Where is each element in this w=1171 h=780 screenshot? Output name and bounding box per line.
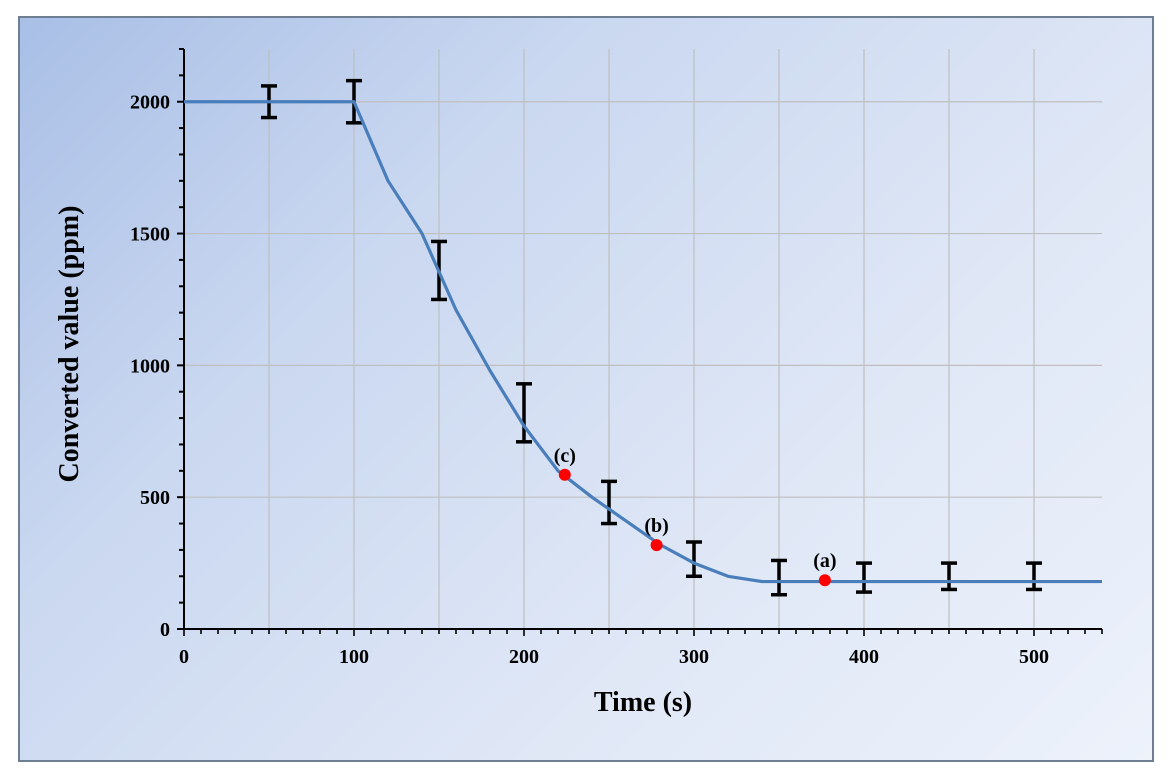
annotation-marker bbox=[558, 468, 571, 481]
x-axis-title: Time (s) bbox=[594, 687, 692, 718]
x-tick-label: 400 bbox=[849, 646, 879, 668]
x-tick-label: 300 bbox=[679, 646, 709, 668]
x-tick-label: 500 bbox=[1019, 646, 1049, 668]
x-tick-label: 100 bbox=[339, 646, 369, 668]
annotation-marker bbox=[650, 539, 663, 552]
error-bar bbox=[1026, 561, 1042, 592]
annotation-label: (c) bbox=[554, 445, 576, 467]
y-tick-label: 1500 bbox=[130, 224, 170, 246]
error-bar bbox=[856, 561, 872, 594]
annotation-marker bbox=[818, 574, 831, 587]
annotation-label: (a) bbox=[813, 550, 836, 572]
error-bars bbox=[261, 78, 1042, 597]
x-tick-label: 200 bbox=[509, 646, 539, 668]
axes bbox=[177, 48, 1103, 636]
y-tick-label: 1000 bbox=[130, 355, 170, 377]
error-bar bbox=[771, 558, 787, 597]
error-bar bbox=[601, 479, 617, 526]
error-bar bbox=[516, 382, 532, 444]
tick-labels: 0 500 1000 1500 2000 0 100 200 300 400 500 bbox=[130, 92, 1049, 668]
y-tick-label: 500 bbox=[140, 487, 170, 509]
series-line bbox=[184, 100, 1102, 584]
error-bar bbox=[941, 561, 957, 592]
annotation-label: (b) bbox=[644, 515, 668, 537]
error-bar bbox=[686, 540, 702, 579]
annotation-markers: (c) (b) (a) bbox=[554, 445, 837, 587]
y-axis-title: Converted value (ppm) bbox=[54, 206, 85, 483]
data-series bbox=[184, 100, 1102, 584]
x-tick-label: 0 bbox=[179, 646, 189, 668]
y-tick-label: 0 bbox=[160, 619, 170, 641]
y-tick-label: 2000 bbox=[130, 92, 170, 114]
chart-frame: 0 500 1000 1500 2000 0 100 200 300 400 500 (c) (b)(… bbox=[18, 16, 1154, 762]
gridlines bbox=[184, 49, 1102, 630]
